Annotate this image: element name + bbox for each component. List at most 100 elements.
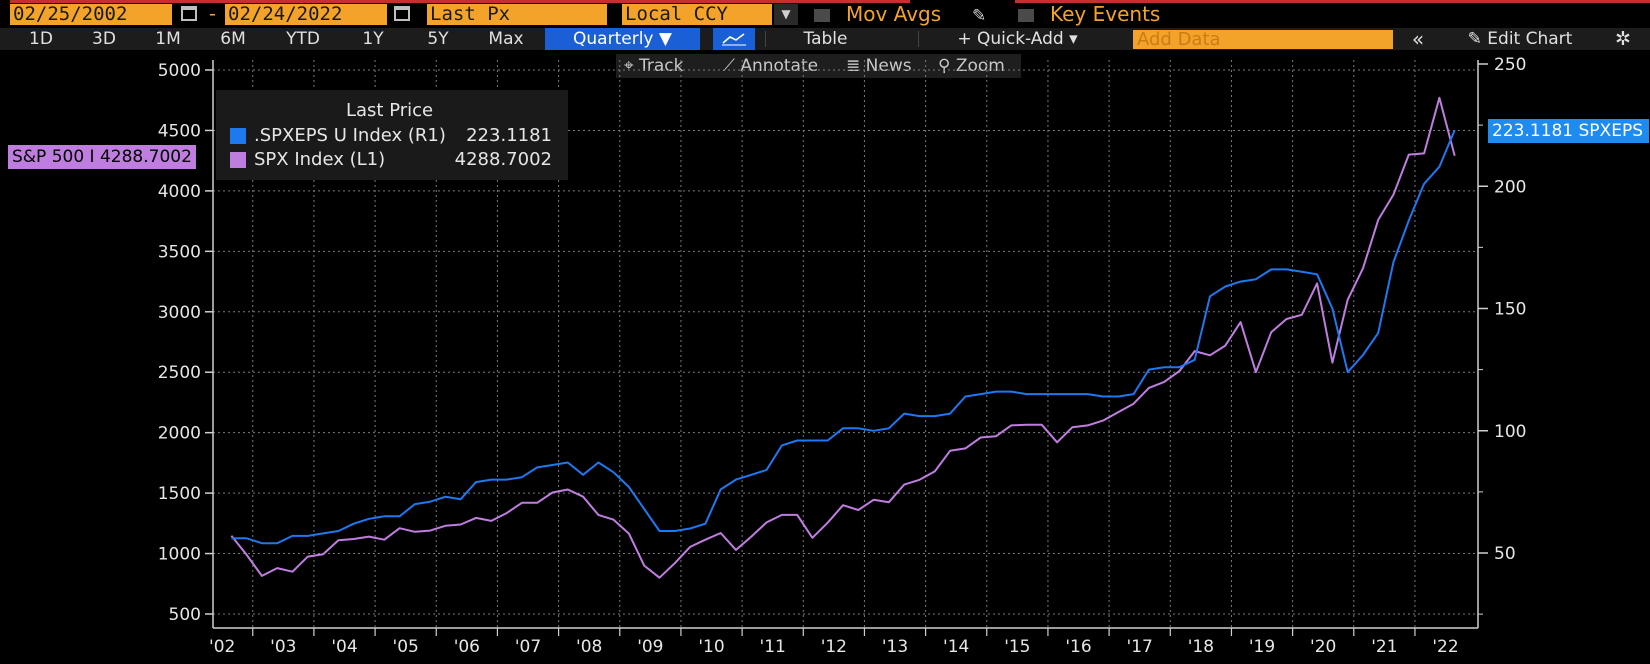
chart-series: [230, 96, 1456, 579]
line-chart-icon-graphic: [722, 33, 746, 46]
legend-swatch-spx: [230, 152, 246, 168]
top-accent-line: [10, 0, 910, 3]
top-toolbar: 02/25/2002 - 02/24/2022 Last Px Local CC…: [0, 0, 1650, 28]
quick-add-button[interactable]: + Quick-Add ▾: [925, 28, 1110, 50]
pencil-icon: ✎: [1467, 29, 1482, 49]
x-tick-label: '21: [1371, 637, 1397, 657]
edit-chart-button[interactable]: ✎ Edit Chart: [1444, 28, 1596, 50]
legend-swatch-spxeps: [230, 128, 246, 144]
x-tick-label: '16: [1065, 637, 1091, 657]
frequency-dropdown[interactable]: Quarterly ▼: [545, 28, 700, 50]
line-chart-icon[interactable]: [713, 28, 755, 50]
tab-5y[interactable]: 5Y: [408, 28, 468, 50]
x-tick-label: '04: [331, 637, 357, 657]
legend-value-spx: 4288.7002: [454, 149, 552, 170]
legend-name-spx: SPX Index (L1): [254, 149, 386, 170]
left-tick-label: 500: [169, 605, 201, 625]
x-tick-label: '10: [698, 637, 724, 657]
date-dash: -: [209, 3, 216, 25]
legend-value-spxeps: 223.1181: [466, 125, 552, 146]
x-tick-label: '17: [1127, 637, 1153, 657]
x-tick-label: '11: [760, 637, 786, 657]
x-tick-label: '15: [1004, 637, 1030, 657]
left-tick-label: 2000: [158, 424, 201, 444]
crosshair-icon: ⌖: [624, 56, 634, 76]
divider: [918, 31, 919, 47]
divider: [765, 31, 766, 47]
x-tick-label: '09: [637, 637, 663, 657]
right-tick-label: 100: [1494, 422, 1526, 442]
left-tick-label: 5000: [158, 61, 201, 81]
track-button[interactable]: ⌖ Track: [624, 54, 683, 78]
tab-1d[interactable]: 1D: [12, 28, 70, 50]
tab-6m[interactable]: 6M: [203, 28, 263, 50]
period-tab-bar: 1D 3D 1M 6M YTD 1Y 5Y Max Quarterly ▼ Ta…: [0, 28, 1650, 50]
legend-title: Last Price: [346, 100, 434, 121]
top-accent-line: [1015, 0, 1650, 3]
spx-last-value-tag: S&P 500 I 4288.7002: [8, 145, 196, 169]
start-date-field[interactable]: 02/25/2002: [10, 4, 172, 25]
x-tick-label: '20: [1310, 637, 1336, 657]
x-tick-label: '06: [454, 637, 480, 657]
chart-toolbar: ⌖ Track ⟋ Annotate ≣ News ⚲ Zoom: [616, 54, 1021, 78]
field-selector[interactable]: Last Px: [427, 4, 607, 25]
track-label: Track: [638, 56, 684, 76]
spxeps-series-line: [231, 129, 1456, 545]
x-tick-label: '19: [1249, 637, 1275, 657]
left-tick-label: 2500: [158, 363, 201, 383]
calendar-icon[interactable]: [394, 6, 410, 21]
currency-selector[interactable]: Local CCY: [622, 4, 772, 25]
edit-chart-label: Edit Chart: [1487, 29, 1573, 49]
gear-icon[interactable]: ✲: [1603, 28, 1643, 50]
tab-1y[interactable]: 1Y: [343, 28, 403, 50]
spx-series-line: [230, 96, 1456, 579]
news-button[interactable]: ≣ News: [846, 54, 912, 78]
end-date-field[interactable]: 02/24/2022: [225, 4, 387, 25]
x-tick-label: '22: [1432, 637, 1458, 657]
right-tick-label: 50: [1494, 544, 1516, 564]
left-tick-label: 1000: [158, 545, 201, 565]
annotate-label: Annotate: [740, 56, 819, 76]
tab-1m[interactable]: 1M: [138, 28, 198, 50]
x-tick-label: '08: [576, 637, 602, 657]
zoom-button[interactable]: ⚲ Zoom: [938, 54, 1005, 78]
news-icon: ≣: [846, 56, 861, 76]
tab-ytd[interactable]: YTD: [268, 28, 338, 50]
legend-name-spxeps: .SPXEPS U Index (R1): [254, 125, 446, 146]
left-tick-label: 3500: [158, 242, 201, 262]
left-tick-label: 4500: [158, 121, 201, 141]
mov-avgs-checkbox[interactable]: [814, 9, 830, 22]
calendar-icon[interactable]: [181, 6, 197, 21]
x-tick-label: '02: [209, 637, 235, 657]
magnifier-icon: ⚲: [938, 56, 951, 76]
news-label: News: [865, 56, 912, 76]
x-tick-label: '12: [821, 637, 847, 657]
spxeps-last-value-tag: 223.1181 SPXEPS: [1488, 119, 1649, 143]
x-tick-label: '05: [393, 637, 419, 657]
left-tick-label: 1500: [158, 484, 201, 504]
annotate-icon: ⟋: [723, 56, 735, 76]
zoom-label: Zoom: [955, 56, 1005, 76]
chart-legend: Last Price .SPXEPS U Index (R1) 223.1181…: [216, 90, 568, 180]
x-tick-label: '13: [882, 637, 908, 657]
chart-axes: 500 1000 1500 2000 2500 3000 3500 4000 4500 5000 5…: [158, 55, 1527, 657]
collapse-icon[interactable]: «: [1398, 28, 1438, 50]
right-tick-label: 250: [1494, 55, 1526, 75]
tab-max[interactable]: Max: [473, 28, 539, 50]
chevron-down-icon[interactable]: ▼: [774, 4, 798, 25]
key-events-label[interactable]: Key Events: [1050, 2, 1161, 26]
table-button[interactable]: Table: [768, 28, 883, 50]
pencil-icon[interactable]: ✎: [972, 6, 987, 26]
mov-avgs-label[interactable]: Mov Avgs: [846, 2, 942, 26]
x-tick-label: '07: [515, 637, 541, 657]
key-events-checkbox[interactable]: [1018, 9, 1034, 22]
right-tick-label: 200: [1494, 177, 1526, 197]
x-tick-label: '14: [943, 637, 969, 657]
add-data-input[interactable]: Add Data: [1133, 30, 1393, 49]
left-tick-label: 3000: [158, 303, 201, 323]
left-tick-label: 4000: [158, 182, 201, 202]
annotate-button[interactable]: ⟋ Annotate: [723, 54, 818, 78]
x-tick-label: '03: [270, 637, 296, 657]
tab-3d[interactable]: 3D: [75, 28, 133, 50]
x-tick-label: '18: [1188, 637, 1214, 657]
